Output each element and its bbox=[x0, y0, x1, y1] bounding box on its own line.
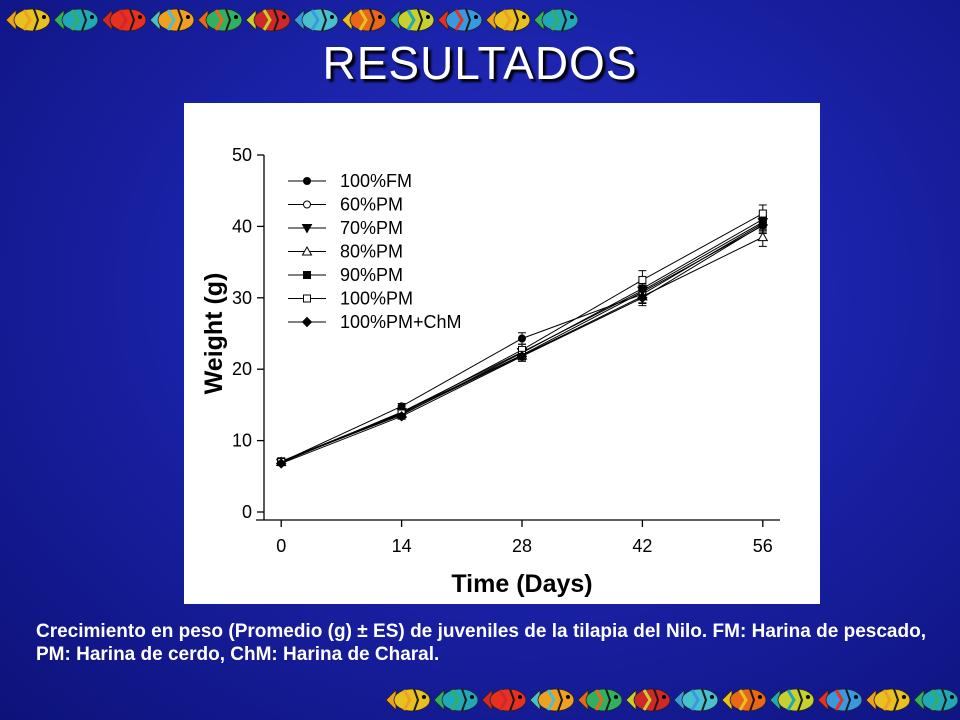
fish-icon bbox=[485, 8, 531, 32]
fish-decoration-top bbox=[5, 8, 579, 32]
data-point bbox=[757, 231, 769, 242]
x-axis-label: Time (Days) bbox=[451, 570, 592, 598]
legend-label: 90%PM bbox=[340, 265, 403, 285]
fish-icon bbox=[577, 688, 623, 712]
data-point bbox=[638, 275, 647, 284]
fish-icon bbox=[437, 8, 483, 32]
y-tick-label: 20 bbox=[232, 359, 252, 379]
legend-label: 80%PM bbox=[340, 242, 403, 262]
fish-icon bbox=[197, 8, 243, 32]
fish-icon bbox=[101, 8, 147, 32]
x-tick-label: 56 bbox=[753, 536, 773, 556]
figure-caption: Crecimiento en peso (Promedio (g) ± ES) … bbox=[36, 621, 926, 665]
fish-icon bbox=[293, 8, 339, 32]
y-tick-label: 30 bbox=[232, 288, 252, 308]
x-tick-label: 28 bbox=[512, 536, 532, 556]
y-tick-label: 10 bbox=[232, 431, 252, 451]
data-point bbox=[516, 351, 528, 362]
fish-icon bbox=[245, 8, 291, 32]
legend-marker bbox=[301, 316, 313, 328]
y-tick-label: 50 bbox=[232, 145, 252, 165]
legend-label: 100%FM bbox=[340, 171, 412, 191]
legend-label: 100%PM+ChM bbox=[340, 312, 462, 332]
fish-icon bbox=[817, 688, 863, 712]
legend-marker bbox=[303, 200, 311, 209]
fish-icon bbox=[529, 688, 575, 712]
fish-icon bbox=[385, 688, 431, 712]
slide-title: RESULTADOS bbox=[322, 37, 638, 89]
fish-icon bbox=[673, 688, 719, 712]
fish-icon bbox=[721, 688, 767, 712]
y-tick-label: 40 bbox=[232, 216, 252, 236]
fish-icon bbox=[149, 8, 195, 32]
weight-growth-chart: 0 10 20 30 40 50 0 14 28 42 56 Time (Days) Weight (g… bbox=[200, 145, 780, 598]
legend-marker bbox=[301, 245, 313, 256]
data-point bbox=[758, 209, 767, 218]
data-point bbox=[757, 219, 769, 231]
legend-label: 70%PM bbox=[340, 218, 403, 238]
legend-marker bbox=[303, 271, 311, 279]
x-tick-label: 42 bbox=[632, 536, 652, 556]
data-point bbox=[396, 411, 407, 422]
fish-icon bbox=[625, 688, 671, 712]
fish-decoration-bottom bbox=[385, 688, 959, 712]
chart-panel: 0 10 20 30 40 50 0 14 28 42 56 Time (Days) Weight (g… bbox=[184, 103, 820, 604]
x-tick-label: 0 bbox=[276, 536, 286, 556]
data-point bbox=[275, 458, 287, 469]
fish-icon bbox=[389, 8, 435, 32]
legend-marker bbox=[303, 294, 311, 303]
fish-icon bbox=[769, 688, 815, 712]
fish-icon bbox=[481, 688, 527, 712]
data-point bbox=[637, 292, 648, 304]
x-tick-label: 14 bbox=[392, 536, 412, 556]
fish-icon bbox=[53, 8, 99, 32]
fish-icon bbox=[341, 8, 387, 32]
fish-icon bbox=[433, 688, 479, 712]
data-point bbox=[518, 334, 526, 343]
legend-marker bbox=[301, 224, 313, 234]
fish-icon bbox=[5, 8, 51, 32]
legend-label: 100%PM bbox=[340, 289, 413, 309]
fish-icon bbox=[913, 688, 959, 712]
y-axis-label: Weight (g) bbox=[200, 273, 228, 395]
legend: 100%FM 60%PM 70%PM 80%PM 90%PM 100%PM 100%PM+C… bbox=[288, 171, 462, 332]
legend-marker bbox=[303, 177, 311, 185]
fish-icon bbox=[533, 8, 579, 32]
legend-label: 60%PM bbox=[340, 195, 403, 215]
fish-icon bbox=[865, 688, 911, 712]
y-tick-label: 0 bbox=[242, 502, 252, 522]
series-6 bbox=[275, 217, 769, 469]
